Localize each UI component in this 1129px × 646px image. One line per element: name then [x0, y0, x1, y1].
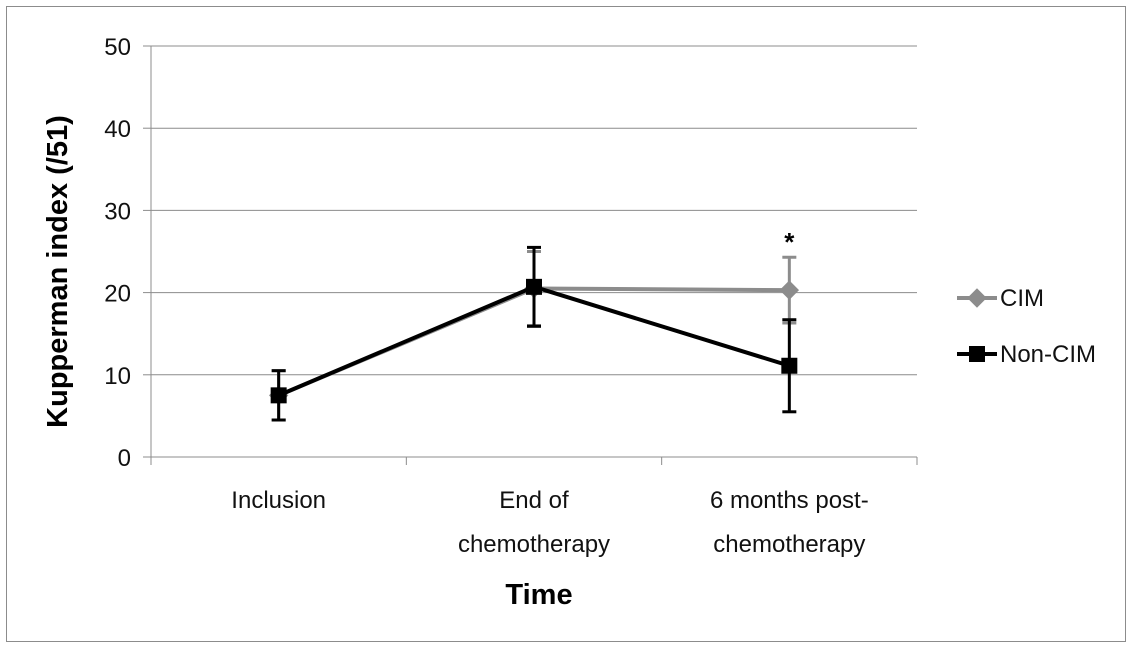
legend-marker [967, 288, 987, 308]
x-tick-label-line: End of [499, 487, 569, 514]
series-non-cim [270, 245, 798, 422]
significance-marker: * [784, 227, 795, 257]
x-tick-label: 6 months post-chemotherapy [710, 487, 869, 558]
legend-label: CIM [1000, 285, 1044, 312]
data-point-cim [779, 280, 800, 300]
legend: CIM Non-CIM [957, 285, 1096, 368]
series-layer [268, 245, 800, 422]
annotations: * [784, 227, 795, 257]
data-point-non-cim [526, 278, 542, 295]
axes [143, 45, 918, 465]
legend-label: Non-CIM [1000, 341, 1096, 368]
x-tick-label-line: chemotherapy [458, 531, 610, 558]
x-tick-label: Inclusion [231, 487, 326, 514]
y-tick-label: 30 [104, 198, 131, 225]
x-tick-label-line: 6 months post- [710, 487, 869, 514]
y-tick-label: 0 [118, 445, 131, 472]
legend-marker [969, 346, 985, 362]
x-tick-label-line: Inclusion [231, 487, 326, 514]
legend-item-non-cim: Non-CIM [957, 341, 1096, 368]
x-tick-label: End of chemotherapy [458, 487, 610, 558]
x-axis-title: Time [505, 579, 572, 611]
legend-item-cim: CIM [957, 285, 1044, 312]
y-tick-labels: 0 10 20 30 40 50 [104, 34, 131, 472]
y-tick-label: 20 [104, 281, 131, 308]
chart-frame: 0 10 20 30 40 50 Inclusion End of chemotherapy 6… [6, 6, 1126, 642]
data-point-non-cim [781, 357, 798, 374]
y-tick-label: 10 [104, 363, 131, 390]
y-axis-title: Kupperman index (/51) [42, 115, 74, 428]
y-tick-label: 50 [104, 34, 131, 61]
x-tick-label-line: chemotherapy [713, 531, 865, 558]
data-point-non-cim [270, 387, 287, 404]
y-tick-label: 40 [104, 116, 131, 143]
